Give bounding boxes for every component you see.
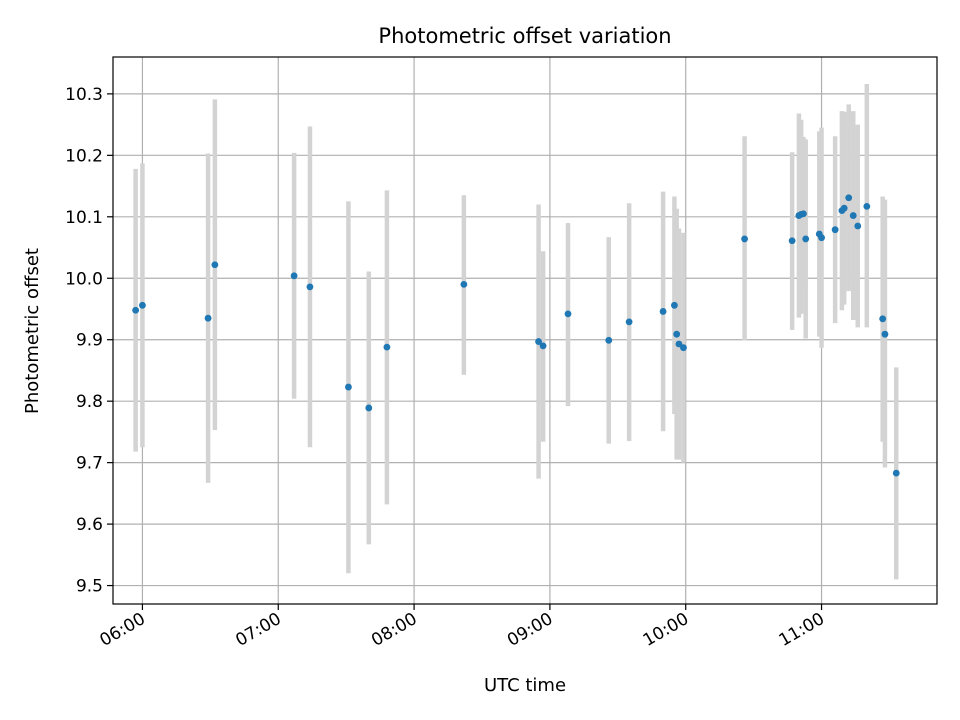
- data-point: [849, 212, 857, 219]
- data-point: [564, 310, 572, 318]
- y-tick-label: 9.9: [76, 331, 103, 351]
- x-axis-label: UTC time: [484, 675, 566, 696]
- data-point: [365, 404, 373, 412]
- plot-frame: [112, 56, 938, 605]
- y-tick-label: 10.1: [65, 208, 103, 228]
- y-axis-label: Photometric offset: [22, 248, 43, 414]
- data-point: [345, 383, 352, 391]
- y-tick-label: 10.0: [65, 269, 103, 289]
- data-point: [892, 469, 900, 477]
- y-tick-label: 10.3: [65, 85, 103, 105]
- chart-title: Photometric offset variation: [378, 24, 671, 48]
- data-point: [863, 202, 871, 210]
- data-point: [132, 306, 140, 314]
- data-point: [605, 336, 613, 344]
- data-point: [535, 338, 542, 345]
- data-point: [659, 308, 667, 315]
- data-point: [788, 237, 796, 245]
- y-tick-label: 9.6: [76, 515, 103, 535]
- data-point: [879, 315, 887, 323]
- data-point: [831, 226, 839, 234]
- data-point: [625, 318, 633, 326]
- data-point: [680, 344, 687, 352]
- data-point: [673, 330, 681, 338]
- y-tick-label: 9.5: [76, 577, 103, 597]
- data-point: [800, 210, 807, 218]
- data-point: [290, 272, 298, 280]
- data-point: [818, 234, 825, 242]
- grid-lines: [113, 57, 937, 604]
- data-point: [741, 235, 748, 243]
- data-point: [671, 301, 678, 309]
- data-point: [845, 194, 853, 202]
- data-point: [460, 281, 468, 288]
- y-tick-label: 10.2: [65, 146, 103, 166]
- plot-area: [113, 57, 937, 604]
- data-points: [132, 194, 900, 477]
- data-point: [139, 301, 146, 309]
- data-point: [204, 314, 212, 322]
- y-tick-label: 9.8: [76, 392, 103, 412]
- data-point: [675, 340, 683, 348]
- data-point: [854, 222, 862, 230]
- data-point: [306, 283, 314, 291]
- data-point: [802, 235, 810, 243]
- y-axis-ticks: 9.5 9.6 9.7 9.8 9.9 10.0 10.1 10.2 10.3: [65, 85, 113, 597]
- data-point: [881, 330, 889, 338]
- data-point: [539, 342, 547, 350]
- data-point: [211, 261, 219, 269]
- data-point: [840, 204, 848, 212]
- y-tick-label: 9.7: [76, 454, 103, 474]
- data-point: [383, 343, 391, 351]
